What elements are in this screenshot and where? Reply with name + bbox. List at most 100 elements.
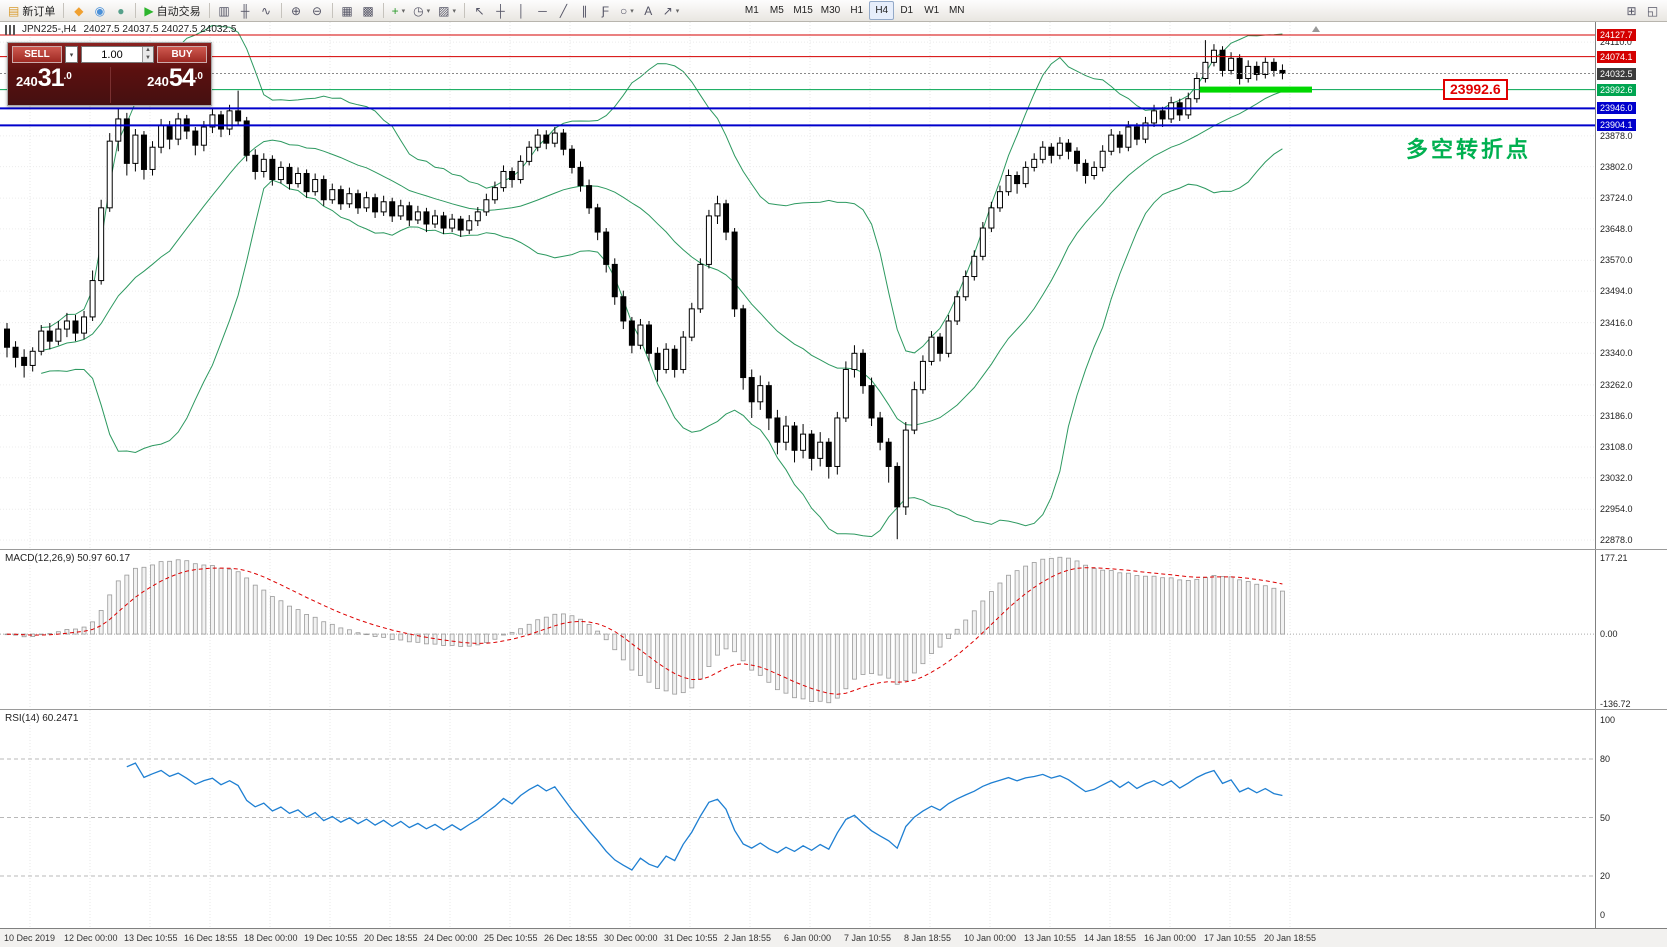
chart-shift-marker[interactable]	[1312, 26, 1320, 32]
scroll-chart-button[interactable]: ◱	[1642, 1, 1663, 20]
channel-icon: ∥	[581, 3, 588, 18]
toolbar-separator	[208, 3, 210, 18]
timeframe-m5-button[interactable]: M5	[769, 5, 784, 16]
auto-trading-button[interactable]: ▶ 自动交易	[140, 1, 204, 20]
rsi-line	[126, 762, 1283, 871]
volume-input[interactable]	[82, 47, 142, 62]
volume-stepper[interactable]: ▲ ▼	[142, 47, 153, 62]
price-chart-canvas[interactable]	[0, 22, 1595, 550]
window-icon: ⊞	[1626, 3, 1637, 18]
indicator-axis-label: 100	[1600, 715, 1616, 725]
time-axis[interactable]: 10 Dec 2019 12 Dec 00:00 13 Dec 10:55 16 De…	[0, 928, 1667, 947]
mql5-button[interactable]: ◆	[68, 1, 89, 20]
horizontal-line-button[interactable]: ─	[532, 1, 553, 20]
vertical-line-button[interactable]: │	[511, 1, 532, 20]
toolbar-separator	[463, 3, 465, 18]
trendline-icon: ╱	[559, 3, 568, 18]
timeframe-m15-button[interactable]: M15	[793, 5, 813, 16]
trade-panel-controls: SELL ▾ ▲▼ BUY	[8, 43, 211, 66]
zoom-out-icon: ⊖	[312, 3, 323, 18]
templates-button[interactable]: ▨ ▾	[434, 1, 460, 20]
time-axis-label: 6 Jan 00:00	[784, 933, 832, 943]
zoom-in-icon: ⊕	[291, 3, 302, 18]
toolbar-separator	[135, 3, 137, 18]
arrows-button[interactable]: ↗ ▾	[659, 1, 684, 20]
timeframe-d1-button[interactable]: D1	[900, 5, 914, 16]
toolbar: ▤ 新订单 ◆ ◉ ● ▶ 自动交易 ▥ ╫ ∿ ⊕ ⊖ ▦ ▩ + ▾ ◷ ▾ ▨ ▾ ↖ ┼ │ ─ ╱ ∥ Ƒ ○ ▾ A ↗ ▾ M1 M…	[0, 0, 1667, 22]
thick-support-segment[interactable]	[1200, 86, 1312, 93]
zoom-in-button[interactable]: ⊕	[286, 1, 307, 20]
price-axis-label: 23416.0	[1600, 317, 1633, 328]
volume-down-icon[interactable]: ▼	[143, 54, 153, 62]
community-button[interactable]: ◉	[89, 1, 110, 20]
candles-layer	[4, 40, 1286, 540]
chart-annotation-text[interactable]: 多空转折点	[1406, 137, 1532, 162]
volume-up-icon[interactable]: ▲	[143, 47, 153, 55]
sell-price-prefix: 240	[16, 74, 38, 89]
buy-price-prefix: 240	[147, 74, 169, 89]
price-axis-label: 23648.0	[1600, 223, 1633, 234]
news-button[interactable]: ●	[110, 1, 131, 20]
sell-price-suffix: .0	[63, 71, 72, 82]
bar-chart-button[interactable]: ▥	[214, 1, 235, 20]
chart-type-icon	[5, 24, 15, 35]
time-axis-label: 12 Dec 00:00	[64, 933, 118, 943]
cursor-icon: ↖	[474, 3, 485, 18]
time-axis-label: 13 Dec 10:55	[124, 933, 178, 943]
periods-button[interactable]: ◷ ▾	[409, 1, 434, 20]
cascade-windows-button[interactable]: ▩	[358, 1, 379, 20]
sell-button[interactable]: SELL	[12, 46, 62, 63]
bollinger-upper-line	[41, 24, 1283, 354]
trendline-button[interactable]: ╱	[553, 1, 574, 20]
timeframe-m30-button[interactable]: M30	[820, 5, 841, 16]
timeframe-h1-button[interactable]: H1	[850, 5, 864, 16]
price-axis-label: 23802.0	[1600, 161, 1633, 172]
rsi-panel-canvas[interactable]	[0, 710, 1595, 928]
price-axis-label: 23262.0	[1600, 379, 1633, 390]
crosshair-button[interactable]: ┼	[490, 1, 511, 20]
timeframe-w1-button[interactable]: W1	[924, 5, 940, 16]
arrow-tools-icon: ↗	[662, 3, 673, 18]
timeframe-h4-button[interactable]: H4	[869, 1, 895, 20]
candlestick-chart-button[interactable]: ╫	[235, 1, 256, 20]
time-axis-label: 10 Jan 00:00	[964, 933, 1017, 943]
timeframe-mn-button[interactable]: MN	[948, 5, 965, 16]
dock-chart-button[interactable]: ⊞	[1621, 1, 1642, 20]
bar-chart-icon: ▥	[218, 3, 230, 18]
toolbar-separator	[63, 3, 65, 18]
volume-preset-dropdown[interactable]: ▾	[65, 46, 78, 63]
timeframe-m1-button[interactable]: M1	[744, 5, 759, 16]
shapes-button[interactable]: ○ ▾	[616, 1, 638, 20]
fibonacci-button[interactable]: Ƒ	[595, 1, 616, 20]
buy-price[interactable]: 240 54.0	[147, 66, 203, 91]
fibonacci-icon: Ƒ	[601, 3, 610, 18]
price-callout[interactable]: 23992.6	[1443, 79, 1508, 100]
line-chart-button[interactable]: ∿	[256, 1, 277, 20]
panel-separator[interactable]	[0, 549, 1667, 550]
text-button[interactable]: A	[638, 1, 659, 20]
channel-button[interactable]: ∥	[574, 1, 595, 20]
price-axis-label: 23186.0	[1600, 410, 1633, 421]
macd-panel-canvas[interactable]	[0, 550, 1595, 710]
dropdown-arrow-icon: ▾	[630, 7, 634, 15]
time-axis-label: 30 Dec 00:00	[604, 933, 658, 943]
tile-windows-button[interactable]: ▦	[337, 1, 358, 20]
time-axis-label: 20 Dec 18:55	[364, 933, 418, 943]
time-axis-label: 25 Dec 10:55	[484, 933, 538, 943]
sell-price[interactable]: 240 31.0	[16, 66, 72, 91]
zoom-out-button[interactable]: ⊖	[307, 1, 328, 20]
price-axis-label: 22954.0	[1600, 504, 1633, 515]
buy-button[interactable]: BUY	[157, 46, 207, 63]
price-axis[interactable]: 24127.7 24110.0 24074.1 24032.5 23992.6 23946…	[1595, 22, 1667, 928]
macd-header-label: MACD(12,26,9) 50.97 60.17	[5, 553, 131, 564]
panel-separator[interactable]	[0, 709, 1667, 710]
new-order-button[interactable]: ▤ 新订单	[4, 1, 59, 20]
toolbar-separator	[280, 3, 282, 18]
indicators-button[interactable]: + ▾	[388, 1, 410, 20]
chart-window[interactable]: JPN225-,H4 24027.5 24037.5 24027.5 24032…	[0, 22, 1667, 928]
time-axis-label: 24 Dec 00:00	[424, 933, 478, 943]
indicator-axis-label: 177.21	[1600, 553, 1628, 563]
cursor-button[interactable]: ↖	[469, 1, 490, 20]
ohlc-label: 24027.5 24037.5 24027.5 24032.5	[83, 24, 237, 35]
play-icon: ▶	[144, 3, 154, 18]
